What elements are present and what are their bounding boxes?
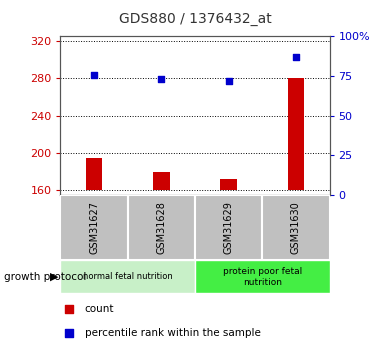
Text: GDS880 / 1376432_at: GDS880 / 1376432_at bbox=[119, 12, 271, 26]
Text: ▶: ▶ bbox=[50, 272, 59, 282]
Text: protein poor fetal
nutrition: protein poor fetal nutrition bbox=[223, 267, 302, 287]
Point bbox=[265, 23, 271, 28]
Bar bbox=[128, 195, 195, 260]
Point bbox=[293, 54, 299, 60]
Bar bbox=[86, 158, 103, 190]
Bar bbox=[60, 195, 128, 260]
Bar bbox=[60, 260, 195, 293]
Bar bbox=[195, 260, 330, 293]
Text: count: count bbox=[85, 304, 114, 314]
Bar bbox=[262, 195, 330, 260]
Bar bbox=[153, 171, 170, 190]
Bar bbox=[195, 195, 262, 260]
Text: growth protocol: growth protocol bbox=[4, 272, 86, 282]
Text: percentile rank within the sample: percentile rank within the sample bbox=[85, 328, 261, 337]
Bar bbox=[220, 179, 237, 190]
Text: GSM31627: GSM31627 bbox=[89, 201, 99, 254]
Point bbox=[158, 76, 165, 82]
Point bbox=[91, 72, 97, 78]
Point bbox=[225, 78, 232, 83]
Bar bbox=[287, 78, 304, 190]
Text: GSM31630: GSM31630 bbox=[291, 201, 301, 254]
Text: GSM31629: GSM31629 bbox=[223, 201, 234, 254]
Point bbox=[265, 235, 271, 240]
Text: GSM31628: GSM31628 bbox=[156, 201, 167, 254]
Text: normal fetal nutrition: normal fetal nutrition bbox=[83, 272, 173, 282]
